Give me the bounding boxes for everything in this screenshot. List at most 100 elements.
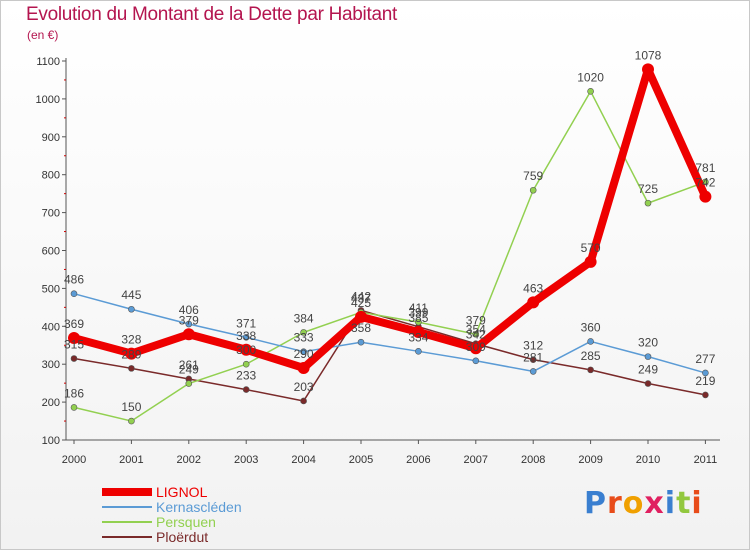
- data-point: [128, 365, 135, 372]
- data-label: 442: [351, 289, 371, 303]
- data-point: [300, 397, 307, 405]
- x-tick-label: 2004: [291, 454, 315, 466]
- data-point: [469, 342, 482, 355]
- proxiti-logo: Proxiti: [584, 486, 703, 521]
- data-label: 186: [64, 386, 84, 400]
- data-label: 249: [638, 363, 658, 377]
- data-label: 281: [523, 350, 543, 364]
- series-line: [70, 65, 710, 372]
- x-tick-label: 2003: [234, 454, 258, 466]
- data-label: 312: [523, 339, 543, 353]
- data-point: [529, 368, 537, 375]
- data-point: [584, 255, 597, 268]
- legend-label: Persquen: [156, 514, 216, 530]
- data-label: 354: [466, 323, 486, 337]
- data-label: 725: [638, 182, 658, 196]
- data-point: [587, 366, 594, 374]
- data-label: 385: [408, 311, 428, 325]
- data-label: 486: [64, 273, 84, 287]
- data-label: 570: [581, 241, 601, 255]
- x-tick-label: 2010: [636, 454, 660, 466]
- data-point: [702, 369, 709, 377]
- data-point: [644, 199, 652, 207]
- data-point: [412, 325, 425, 338]
- y-tick-label: 1000: [36, 94, 60, 106]
- data-label: 342: [466, 327, 486, 341]
- legend-label: Kernascléden: [156, 499, 242, 515]
- data-label: 315: [64, 338, 84, 352]
- data-label: 406: [179, 303, 199, 317]
- data-point: [242, 360, 250, 368]
- data-point: [644, 380, 652, 387]
- data-label: 759: [523, 169, 543, 183]
- y-tick-label: 700: [42, 208, 60, 220]
- data-label: 290: [294, 347, 314, 361]
- series-line: [73, 292, 707, 374]
- data-label: 338: [236, 329, 256, 343]
- data-point: [529, 186, 537, 194]
- data-label: 285: [581, 349, 601, 363]
- y-tick-label: 600: [42, 246, 60, 258]
- y-tick-label: 300: [42, 359, 60, 371]
- series-line: [73, 90, 707, 422]
- data-label: 411: [409, 301, 428, 315]
- data-point: [185, 380, 193, 387]
- data-point: [182, 328, 195, 341]
- data-label: 781: [695, 161, 715, 175]
- y-tick-label: 900: [42, 132, 60, 144]
- data-label: 219: [695, 374, 715, 388]
- data-point: [587, 338, 594, 345]
- x-tick-label: 2002: [177, 454, 201, 466]
- data-point: [587, 88, 594, 95]
- data-point: [357, 338, 365, 346]
- y-tick-label: 1100: [36, 56, 60, 68]
- data-point: [699, 190, 712, 203]
- data-label: 1078: [635, 48, 662, 62]
- data-point: [472, 330, 480, 338]
- y-tick-label: 200: [42, 397, 60, 409]
- data-point: [472, 357, 480, 365]
- data-label: 399: [408, 306, 428, 320]
- data-point: [70, 404, 78, 411]
- data-point: [242, 333, 250, 341]
- data-label: 328: [121, 333, 141, 347]
- data-label: 150: [121, 400, 141, 414]
- y-tick-label: 400: [42, 321, 60, 333]
- x-tick-label: 2007: [464, 454, 488, 466]
- data-label: 360: [581, 320, 601, 334]
- legend-label: Ploërdut: [156, 529, 208, 545]
- data-label: 379: [466, 313, 486, 327]
- data-label: 300: [236, 343, 256, 357]
- x-tick-label: 2001: [119, 454, 143, 466]
- data-label: 333: [294, 331, 314, 345]
- data-label: 463: [523, 281, 543, 295]
- y-tick-label: 500: [42, 283, 60, 295]
- data-label: 384: [294, 311, 314, 325]
- x-tick-label: 2000: [62, 454, 86, 466]
- legend-label: LIGNOL: [156, 484, 208, 500]
- data-point: [415, 348, 422, 355]
- data-point: [242, 386, 250, 393]
- data-point: [642, 63, 654, 76]
- data-point: [70, 290, 78, 298]
- data-point: [300, 329, 307, 336]
- data-label: 277: [695, 352, 715, 366]
- x-tick-label: 2009: [578, 454, 602, 466]
- series-line: [73, 309, 707, 402]
- data-point: [297, 361, 310, 374]
- data-point: [644, 353, 652, 360]
- x-tick-label: 2005: [349, 454, 373, 466]
- x-tick-label: 2011: [694, 454, 718, 466]
- data-label: 320: [638, 336, 658, 350]
- data-point: [415, 318, 422, 326]
- data-label: 742: [695, 176, 715, 190]
- chart-subtitle: (en €): [27, 28, 59, 42]
- data-point: [527, 296, 540, 309]
- data-label: 203: [294, 380, 314, 394]
- data-label: 371: [236, 316, 256, 330]
- data-label: 289: [121, 347, 141, 361]
- data-label: 369: [64, 317, 84, 331]
- data-point: [355, 310, 367, 323]
